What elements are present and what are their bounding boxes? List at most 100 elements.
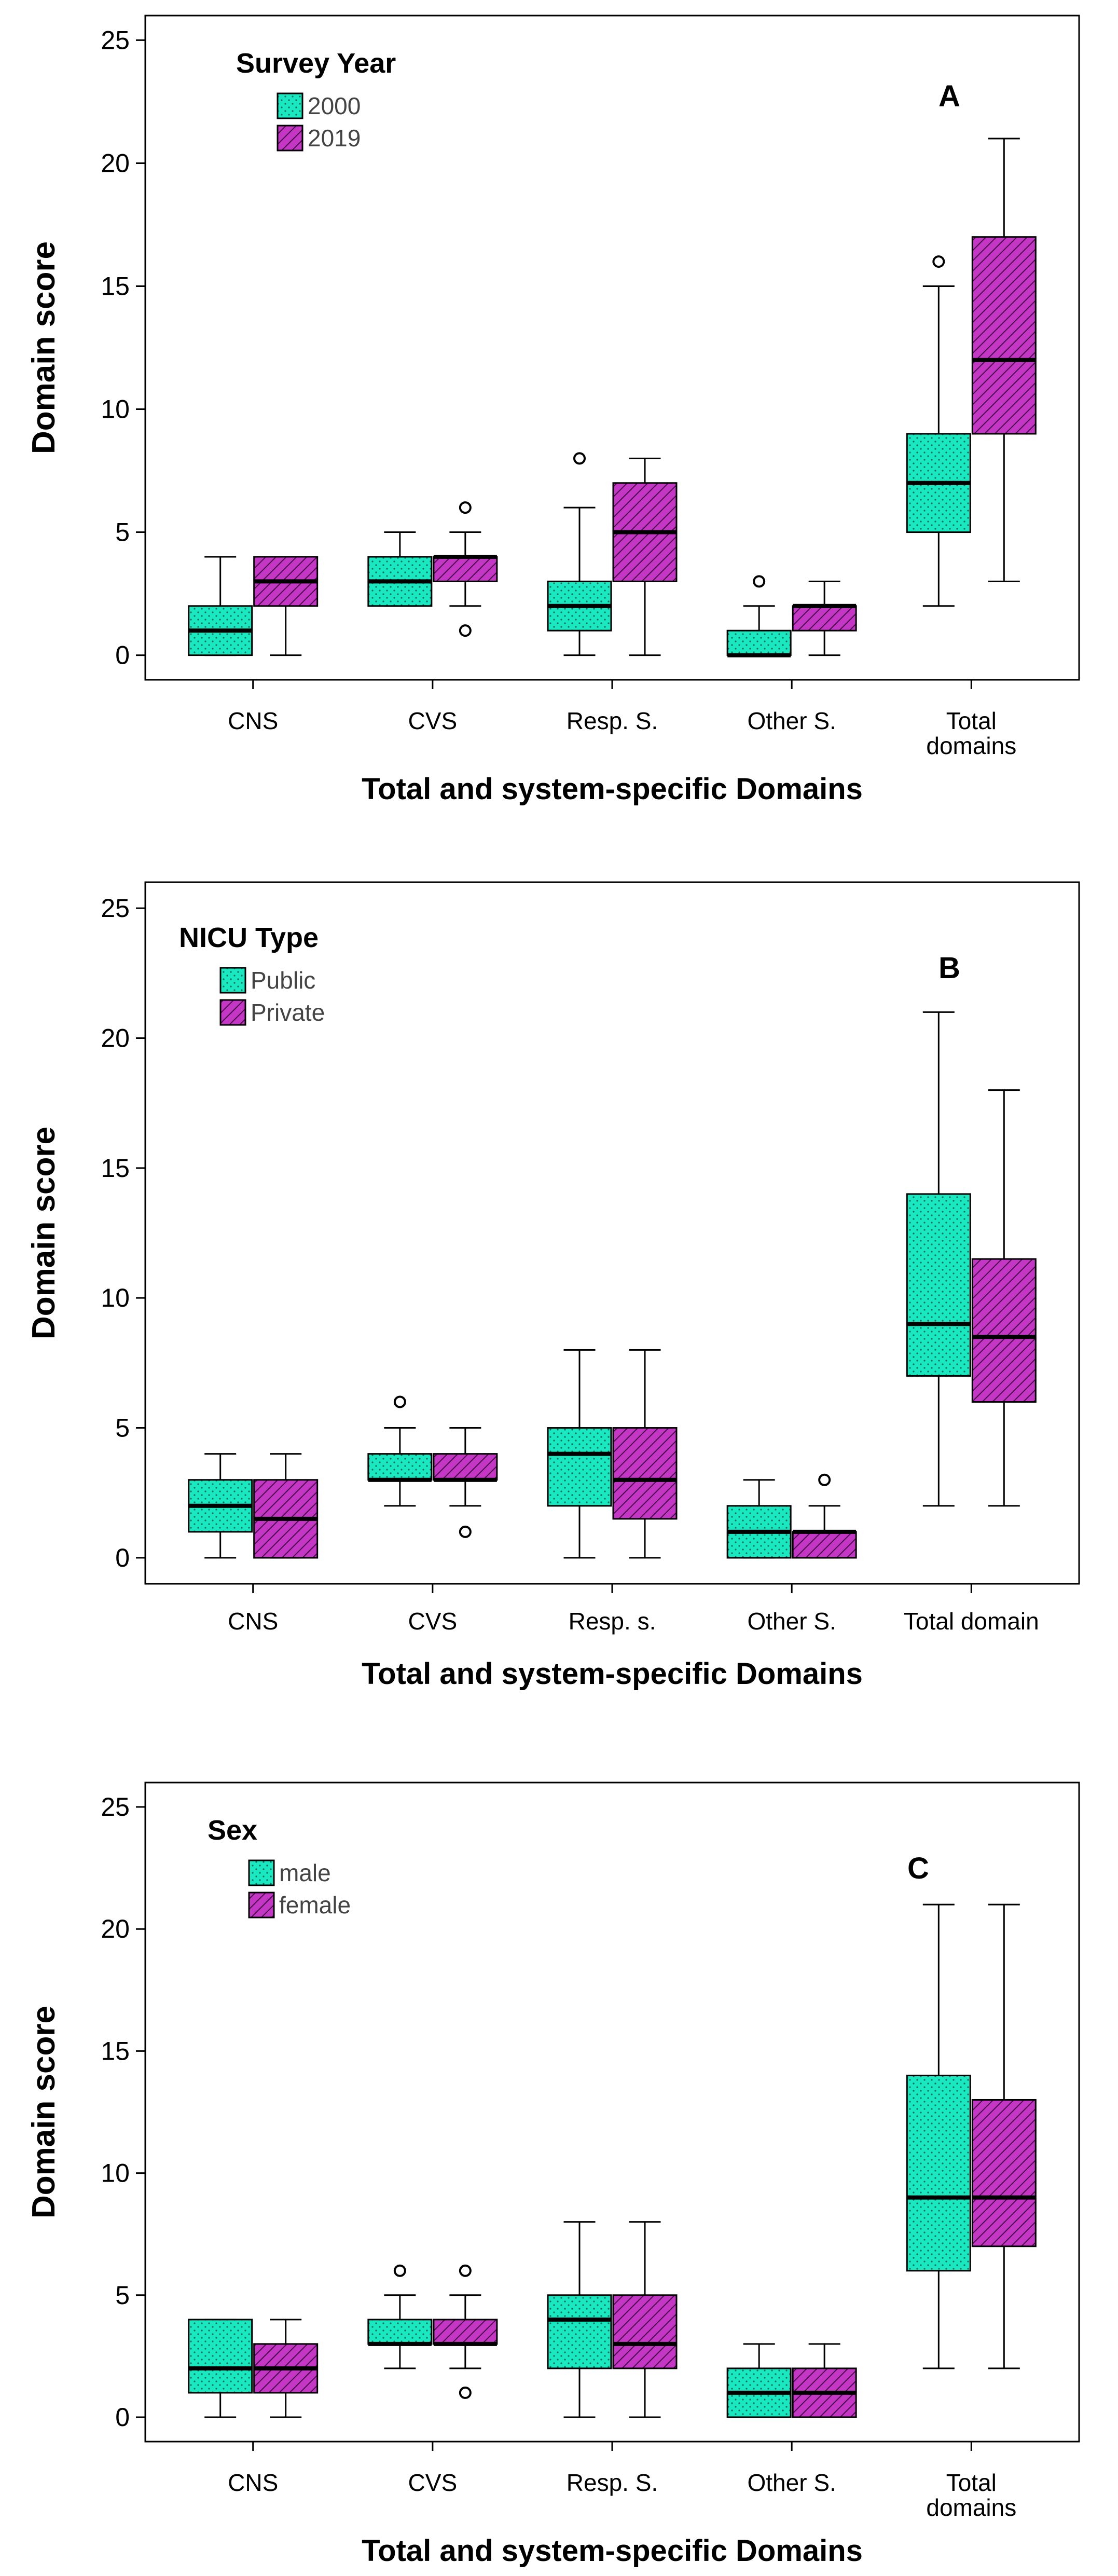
legend-label: Private [251,999,325,1026]
box-iqr [612,1427,678,1520]
x-axis-label: Total and system-specific Domains [362,1657,863,1691]
y-tick-label: 15 [101,1154,130,1183]
y-tick-label: 25 [101,25,130,54]
box-2000 [547,452,612,656]
outlier-point [393,1395,406,1408]
x-tick-label: CNS [228,1608,278,1635]
y-tick-label: 20 [101,1914,130,1943]
box-iqr [612,2294,678,2369]
y-tick-label: 5 [115,2281,130,2310]
box-male [726,2343,792,2418]
box-iqr [906,1193,971,1377]
y-tick-label: 20 [101,1023,130,1052]
legend-label: Public [251,967,315,994]
x-tick-label: Resp. S. [567,2469,658,2496]
y-tick-label: 25 [101,1792,130,1821]
box-iqr [547,2294,612,2369]
legend-label: 2019 [308,125,361,152]
box-iqr [971,236,1037,435]
box-private [612,1349,678,1559]
box-female [253,2319,319,2418]
y-axis-label: Domain score [26,241,62,454]
y-tick-label: 5 [115,518,130,547]
legend-title: Survey Year [236,48,396,79]
chart-panel-c: 0 5 10 15 20 25 Domain score CNS CVS Resp. S. Othe… [26,1782,1080,2568]
box-private [792,1473,857,1559]
outlier-point [459,501,472,514]
y-tick-label: 10 [101,395,130,424]
outlier-point [459,1525,472,1538]
x-tick-label: CVS [408,707,458,734]
outlier-point [393,2264,406,2277]
box-iqr [188,2319,253,2394]
legend-label: 2000 [308,92,361,119]
box-male [547,2221,612,2418]
box-private [253,1453,319,1559]
box-iqr [792,1531,857,1559]
box-male [367,2264,433,2369]
box-public [547,1349,612,1559]
legend-swatch-male [248,1859,275,1886]
y-tick-label: 25 [101,894,130,923]
box-iqr [906,2074,971,2272]
box-public [367,1395,433,1507]
outlier-point [753,575,766,588]
box-2019 [612,457,678,656]
box-public [906,1011,971,1507]
box-female [971,1903,1037,2369]
box-2019 [433,501,498,637]
legend-swatch-female [248,1892,275,1919]
x-tick-label: CVS [408,2469,458,2496]
box-2000 [188,556,253,656]
box-2019 [792,580,857,656]
chart-panel-b: 0 5 10 15 20 25 Domain score CNS CVS Resp. s. Othe… [26,881,1080,1691]
legend-swatch-public [219,967,246,994]
legend: NICU Type Public Private [179,922,325,1026]
y-tick-label: 10 [101,1283,130,1312]
y-tick-label: 15 [101,271,130,300]
legend-swatch-2000 [277,92,303,119]
x-tick-label: CNS [228,707,278,734]
x-axis-label: Total and system-specific Domains [362,772,863,806]
box-iqr [971,1258,1037,1403]
chart-panel-a: 0 5 10 15 20 25 Domain score CNS CVS Resp. S. Othe… [26,15,1080,806]
x-tick-label: Resp. S. [567,707,658,734]
x-tick-label: CVS [408,1608,458,1635]
legend-title: Sex [208,1815,257,1846]
box-2019 [253,556,319,656]
legend-label: female [279,1892,351,1919]
box-2000 [367,531,433,607]
x-tick-label: Other S. [748,2469,836,2496]
box-iqr [433,1453,498,1481]
box-iqr [433,2319,498,2345]
x-tick-label: Other S. [748,707,836,734]
y-tick-label: 20 [101,148,130,177]
y-axis-label: Domain score [26,2006,62,2218]
box-2019 [971,138,1037,582]
box-female [792,2343,857,2418]
box-iqr [367,1453,433,1481]
outlier-point [459,624,472,637]
outlier-point [573,452,586,465]
x-axis-label: Total and system-specific Domains [362,2534,863,2568]
x-tick-label: CNS [228,2469,278,2496]
y-axis-label: Domain score [26,1127,62,1339]
legend-swatch-private [219,999,246,1026]
y-tick-label: 0 [115,2403,130,2432]
y-tick-label: 15 [101,2036,130,2065]
x-tick-label: Resp. s. [569,1608,656,1635]
box-2000 [726,575,792,657]
x-tick-label: Total domain [904,1608,1039,1635]
panel-letter: C [907,1852,929,1885]
panel-letter: A [938,79,960,113]
outlier-point [932,255,945,268]
box-2000 [906,255,971,607]
box-female [433,2264,498,2399]
box-iqr [726,629,792,656]
box-private [433,1427,498,1538]
box-iqr [433,556,498,582]
box-male [906,1903,971,2369]
legend: Survey Year 2000 2019 [236,48,396,152]
box-iqr [367,2319,433,2345]
